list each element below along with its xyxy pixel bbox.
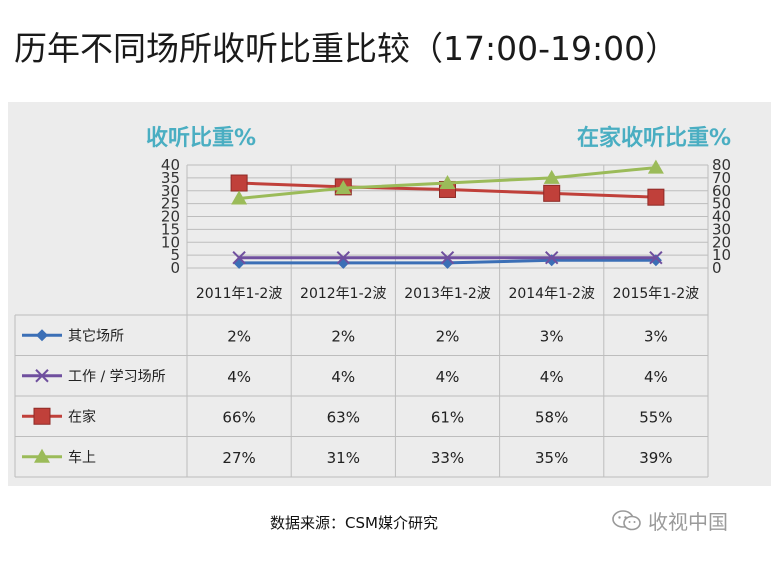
right-tick-label: 10 [712,246,731,264]
page-title: 历年不同场所收听比重比较（17:00-19:00） [14,29,679,68]
right-tick-label: 30 [712,220,731,238]
table-cell-value: 39% [639,449,672,467]
data-point-x [544,250,559,265]
data-point-triangle [231,190,248,205]
legend-label: 其它场所 [68,327,124,344]
data-point-triangle [647,159,664,174]
right-tick-label: 70 [712,169,731,187]
left-tick-label: 10 [161,233,180,251]
left-axis-title: 收听比重% [146,126,257,151]
right-tick-label: 50 [712,195,731,213]
table-cell-value: 27% [222,449,255,467]
table-cell-value: 4% [540,368,564,386]
category-label: 2013年1-2波 [404,286,491,302]
table-cell-value: 3% [540,327,564,345]
category-label: 2015年1-2波 [613,286,700,302]
table-cell-value: 4% [227,368,251,386]
data-point-x [649,250,663,265]
data-point-x [440,250,455,265]
right-tick-label: 80 [712,156,731,174]
table-cell-value: 58% [535,408,568,426]
table-cell-value: 2% [227,327,251,345]
table-cell-value: 31% [327,449,360,467]
table-cell-value: 4% [436,368,460,386]
table-cell-value: 55% [639,408,672,426]
watermark: 收视中国 [612,506,728,538]
data-point-x [35,369,49,383]
legend-label: 在家 [68,408,96,425]
table-cell-value: 66% [222,408,255,426]
right-tick-label: 20 [712,233,731,251]
right-tick-label: 40 [712,208,731,226]
table-cell-value: 33% [431,449,464,467]
legend-label: 车上 [68,449,96,466]
data-point-triangle [543,169,560,184]
category-label: 2014年1-2波 [508,286,595,302]
data-point-square [33,407,51,425]
data-point-x [232,250,246,265]
left-tick-label: 0 [170,259,180,277]
series-1 [232,250,663,265]
watermark-text: 收视中国 [648,510,728,534]
data-point-square [230,174,248,192]
left-tick-label: 15 [161,220,180,238]
left-tick-label: 40 [161,156,180,174]
data-point-diamond [36,329,48,342]
series-3 [231,159,664,205]
left-tick-label: 5 [170,246,180,264]
table-cell-value: 2% [436,327,460,345]
data-point-triangle [34,448,50,463]
data-point-diamond [649,254,662,267]
table-cell-value: 3% [644,327,668,345]
table-cell-value: 61% [431,408,464,426]
source-note: 数据来源：CSM媒介研究 [270,514,438,532]
left-tick-label: 25 [161,195,180,213]
chart-panel [8,102,771,486]
left-tick-label: 30 [161,182,180,200]
data-point-triangle [439,175,456,190]
right-tick-label: 60 [712,182,731,200]
right-tick-label: 0 [712,259,722,277]
legend-label: 工作 / 学习场所 [68,369,166,385]
table-cell-value: 4% [644,368,668,386]
left-tick-label: 20 [161,208,180,226]
category-label: 2012年1-2波 [300,286,387,302]
table-cell-value: 4% [331,368,355,386]
data-point-triangle [335,180,352,195]
table-cell-value: 2% [331,327,355,345]
data-point-x [336,250,351,265]
table-cell-value: 35% [535,449,568,467]
category-label: 2011年1-2波 [196,286,283,302]
right-axis-title: 在家收听比重% [577,126,732,151]
wechat-icon [612,509,642,538]
data-point-square [647,188,665,206]
data-point-diamond [545,254,558,267]
data-point-square [543,184,561,202]
left-tick-label: 35 [161,169,180,187]
table-cell-value: 63% [327,408,360,426]
